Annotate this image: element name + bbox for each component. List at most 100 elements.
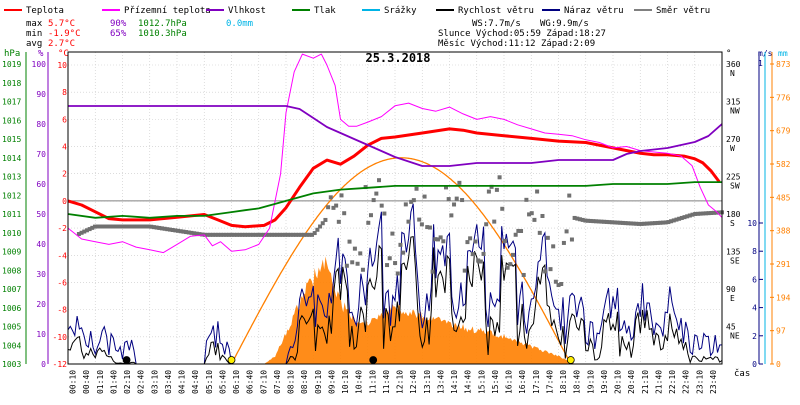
wind-direction-point [717,210,722,215]
percent-tick-label: 50 [36,210,46,219]
wind-direction-point [494,187,499,192]
hpa-tick-label: 1010 [2,229,21,238]
wind-direction-point [360,267,365,272]
time-tick-label: 08:40 [300,370,309,394]
wind-direction-point [409,199,414,204]
percent-tick-label: 10 [36,330,46,339]
wind-direction-point [510,252,515,257]
wind-direction-point [323,217,328,222]
time-tick-label: 12:40 [409,370,418,394]
solar-tick-label: 873 [776,60,791,69]
wind-direction-point [315,227,320,232]
wind-direction-point [387,256,392,261]
wind-direction-point [535,189,540,194]
sun-marker [227,356,236,364]
wind-direction-point [658,220,663,225]
wind-direction-point [146,224,151,229]
time-tick-label: 17:40 [545,370,554,394]
time-tick-label: 07:40 [273,370,282,394]
wind-direction-point [430,269,435,274]
celsius-tick-label: -4 [57,251,67,260]
hpa-tick-label: 1008 [2,266,21,275]
wind-direction-point [168,227,173,232]
time-tick-label: 02:40 [137,370,146,394]
wind-direction-point [626,221,631,226]
time-tick-label: 13:10 [423,370,432,394]
legend-label: Rychlost větru [458,6,534,16]
wind-direction-point [452,202,457,207]
hpa-tick-label: 1014 [2,154,21,163]
time-tick-label: 03:40 [164,370,173,394]
wind-direction-point [446,197,451,202]
wind-direction-point [109,224,114,229]
wind-direction-point [117,224,122,229]
wind-direction-point [310,232,315,237]
wind-direction-point [229,232,234,237]
wind-direction-point [647,221,652,226]
direction-tick-name: S [730,219,735,228]
legend-label: Přízemní teplota [124,6,211,16]
wind-direction-point [709,210,714,215]
time-tick-label: 19:10 [586,370,595,394]
wind-direction-point [468,236,473,241]
wind-direction-point [703,211,708,216]
wind-direction-point [253,232,258,237]
ms-tick-label: 0 [752,360,757,369]
wind-direction-point [462,268,467,273]
wind-direction-point [685,214,690,219]
series-line [68,105,723,167]
wind-direction-point [318,224,323,229]
wind-direction-point [119,224,124,229]
wind-direction-point [481,251,486,256]
wind-direction-point [449,213,454,218]
wind-direction-point [543,269,548,274]
wind-direction-point [460,198,465,203]
wind-direction-point [682,215,687,220]
time-tick-label: 09:40 [327,370,336,394]
wind-direction-point [486,189,491,194]
wind-direction-point [197,232,202,237]
time-tick-label: 02:10 [123,370,132,394]
wind-direction-point [240,232,245,237]
wind-direction-point [435,237,440,242]
wind-direction-point [433,237,438,242]
wind-direction-point [695,211,700,216]
wind-direction-point [379,203,384,208]
celsius-tick-label: 0 [62,197,67,206]
wind-direction-point [537,230,542,235]
wind-direction-point [170,228,175,233]
hpa-tick-label: 1003 [2,360,21,369]
direction-tick-name: NW [730,107,740,116]
ms-tick-label: 6 [752,275,757,284]
wind-direction-point [604,219,609,224]
stats-max-temp: 5.7°C [48,19,75,29]
time-tick-label: 04:40 [191,370,200,394]
wind-direction-point [655,220,660,225]
wind-direction-point [473,239,478,244]
wind-direction-point [92,224,97,229]
wind-direction-point [331,205,336,210]
wind-direction-point [706,211,711,216]
wind-direction-point [133,224,138,229]
legend-label: Vlhkost [228,6,266,16]
time-tick-label: 05:40 [218,370,227,394]
wind-direction-point [577,217,582,222]
time-tick-label: 14:40 [464,370,473,394]
wind-direction-point [285,232,290,237]
wind-direction-point [478,259,483,264]
wind-direction-point [623,221,628,226]
wind-direction-point [352,246,357,251]
wind-direction-point [111,224,116,229]
time-tick-label: 09:10 [314,370,323,394]
legend-label: Směr větru [656,6,710,16]
wind-direction-point [559,281,564,286]
wind-direction-point [301,232,306,237]
time-tick-label: 11:40 [382,370,391,394]
ms-tick-label: 2 [752,332,757,341]
wind-direction-point [200,232,205,237]
time-tick-label: 13:40 [436,370,445,394]
wind-direction-point [553,279,558,284]
wind-direction-point [165,227,170,232]
time-tick-label: 06:40 [246,370,255,394]
percent-tick-label: 90 [36,90,46,99]
